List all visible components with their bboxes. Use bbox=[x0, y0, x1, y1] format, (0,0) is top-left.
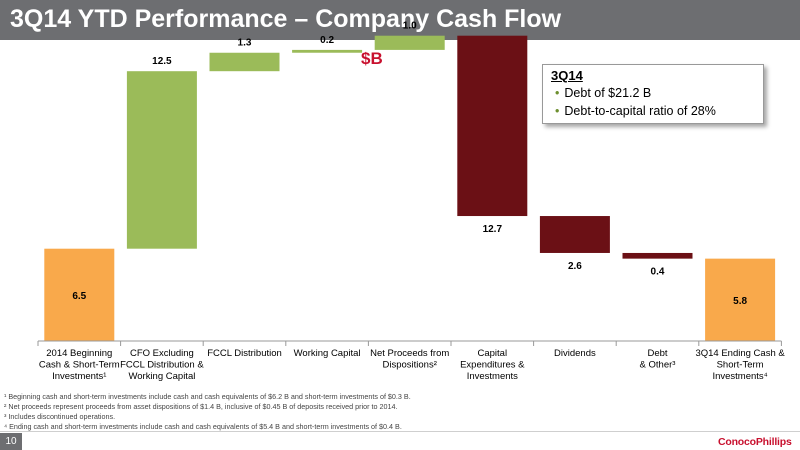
callout-item-label: Debt-to-capital ratio of 28% bbox=[564, 104, 716, 118]
bar-6 bbox=[539, 216, 610, 253]
category-label-2: FCCL Distribution bbox=[207, 348, 282, 359]
category-label-7: Debt & Other³ bbox=[640, 348, 676, 371]
bar-8 bbox=[705, 258, 776, 341]
category-label-5: Capital Expenditures & Investments bbox=[460, 348, 525, 382]
bullet-icon: • bbox=[555, 86, 560, 100]
bar-1 bbox=[126, 71, 197, 249]
data-label-5: 12.7 bbox=[483, 224, 503, 235]
page-number: 10 bbox=[0, 433, 22, 450]
callout-item-debt: • Debt of $21.2 B bbox=[555, 86, 651, 100]
debt-callout-box: 3Q14 • Debt of $21.2 B • Debt-to-capital r… bbox=[542, 64, 764, 124]
callout-item-label: Debt of $21.2 B bbox=[564, 86, 652, 100]
category-label-1: CFO Excluding FCCL Distribution & Working … bbox=[120, 348, 204, 382]
footer-divider bbox=[0, 431, 800, 432]
callout-item-ratio: • Debt-to-capital ratio of 28% bbox=[555, 104, 716, 118]
data-label-2: 1.3 bbox=[238, 38, 252, 49]
data-label-1: 12.5 bbox=[152, 56, 172, 67]
unit-label: $B bbox=[361, 49, 383, 68]
category-label-3: Working Capital bbox=[294, 348, 361, 359]
page-title: 3Q14 YTD Performance – Company Cash Flow bbox=[10, 5, 562, 33]
data-label-3: 0.2 bbox=[320, 35, 334, 46]
data-label-0: 6.5 bbox=[72, 291, 86, 302]
data-label-8: 5.8 bbox=[733, 296, 747, 307]
data-label-4: 1.0 bbox=[403, 21, 417, 32]
bar-7 bbox=[622, 252, 693, 259]
category-label-6: Dividends bbox=[554, 348, 596, 359]
bullet-icon: • bbox=[555, 104, 560, 118]
waterfall-chart: 6.5 12.5 1.3 0.2 1.0 12.7 2.6 0.4 5.8 2014 Beginn… bbox=[37, 21, 785, 382]
data-label-7: 0.4 bbox=[651, 267, 665, 278]
footnote: ⁴ Ending cash and short-term investments… bbox=[4, 422, 402, 431]
category-label-4: Net Proceeds from Dispositions² bbox=[370, 348, 449, 371]
bar-5 bbox=[457, 35, 528, 217]
company-logo: ConocoPhillips bbox=[718, 436, 792, 448]
category-label-0: 2014 Beginning Cash & Short-Term Investmen… bbox=[39, 348, 120, 382]
footnote: ¹ Beginning cash and short-term investme… bbox=[4, 392, 411, 401]
bar-3 bbox=[292, 49, 363, 53]
data-label-6: 2.6 bbox=[568, 261, 582, 272]
footnote: ² Net proceeds represent proceeds from a… bbox=[4, 402, 398, 411]
callout-title: 3Q14 bbox=[551, 68, 583, 83]
bar-2 bbox=[209, 52, 280, 72]
footnote: ³ Includes discontinued operations. bbox=[4, 412, 116, 421]
category-label-8: 3Q14 Ending Cash & Short-Term Investments⁴ bbox=[695, 348, 785, 382]
footnotes: ¹ Beginning cash and short-term investme… bbox=[4, 392, 704, 432]
bar-0 bbox=[44, 248, 115, 341]
bar-4 bbox=[374, 35, 445, 50]
title-bar: 3Q14 YTD Performance – Company Cash Flow bbox=[0, 0, 800, 40]
